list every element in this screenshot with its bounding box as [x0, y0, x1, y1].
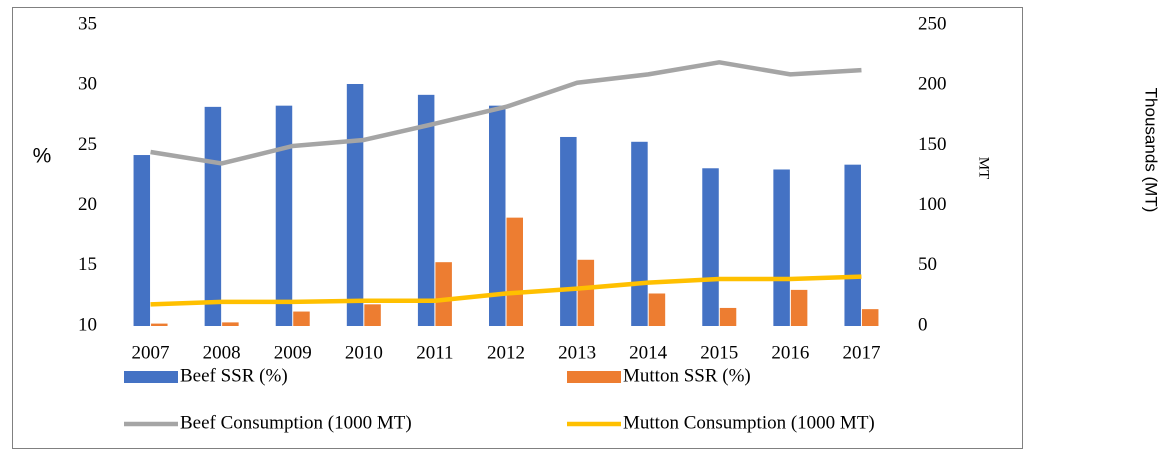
- legend-label: Mutton Consumption (1000 MT): [623, 412, 875, 433]
- x-tick-label: 2015: [700, 342, 738, 363]
- x-tick-label: 2011: [416, 342, 453, 363]
- bar: [844, 164, 861, 326]
- legend-swatch: [567, 371, 621, 383]
- x-tick-label: 2012: [487, 342, 525, 363]
- y-axis-label: %: [33, 145, 52, 168]
- x-tick-label: 2017: [842, 342, 880, 363]
- line: [150, 274, 862, 307]
- bar: [346, 83, 364, 326]
- bar: [435, 262, 452, 326]
- y2-tick-label: 50: [918, 254, 937, 275]
- x-tick-label: 2009: [274, 342, 312, 363]
- y-tick-label: 30: [78, 74, 97, 95]
- bar: [506, 217, 523, 326]
- bar: [151, 323, 168, 326]
- chart-border: [12, 7, 1023, 449]
- bar: [417, 94, 435, 326]
- y2-unit-label: Thousands (MT): [1142, 88, 1161, 213]
- bar: [577, 259, 595, 326]
- y2-tick-label: 0: [918, 314, 928, 335]
- bar: [275, 105, 293, 326]
- bar: [133, 155, 151, 326]
- y2-tick-label: 150: [918, 134, 947, 155]
- y-tick-label: 20: [78, 194, 97, 215]
- bar: [364, 304, 381, 326]
- bar: [719, 307, 737, 326]
- line: [150, 60, 862, 166]
- y-tick-label: 15: [78, 254, 97, 275]
- y2-tick-label: 250: [918, 13, 947, 34]
- y-tick-label: 10: [78, 314, 97, 335]
- x-tick-label: 2013: [558, 342, 596, 363]
- bar: [861, 309, 879, 326]
- bar: [222, 322, 239, 326]
- bar: [773, 169, 790, 326]
- bar: [648, 293, 666, 326]
- legend-label: Mutton SSR (%): [623, 365, 751, 386]
- legend-swatch: [124, 371, 178, 383]
- bar: [293, 311, 310, 326]
- x-tick-label: 2007: [132, 342, 170, 363]
- bar: [489, 105, 506, 326]
- x-tick-label: 2014: [629, 342, 668, 363]
- x-tick-label: 2016: [771, 342, 809, 363]
- y-tick-label: 25: [78, 134, 97, 155]
- legend-label: Beef SSR (%): [180, 365, 288, 386]
- bar: [702, 168, 719, 326]
- legend-label: Beef Consumption (1000 MT): [180, 412, 412, 433]
- bar: [560, 136, 577, 326]
- y2-tick-label: 100: [918, 194, 947, 215]
- bar: [790, 289, 808, 326]
- x-tick-label: 2008: [203, 342, 241, 363]
- bar: [631, 141, 648, 326]
- bar: [204, 106, 222, 326]
- y-tick-label: 35: [78, 13, 97, 34]
- y2-tick-label: 200: [918, 74, 947, 95]
- y2-axis-label: MT: [976, 157, 992, 180]
- x-tick-label: 2010: [345, 342, 383, 363]
